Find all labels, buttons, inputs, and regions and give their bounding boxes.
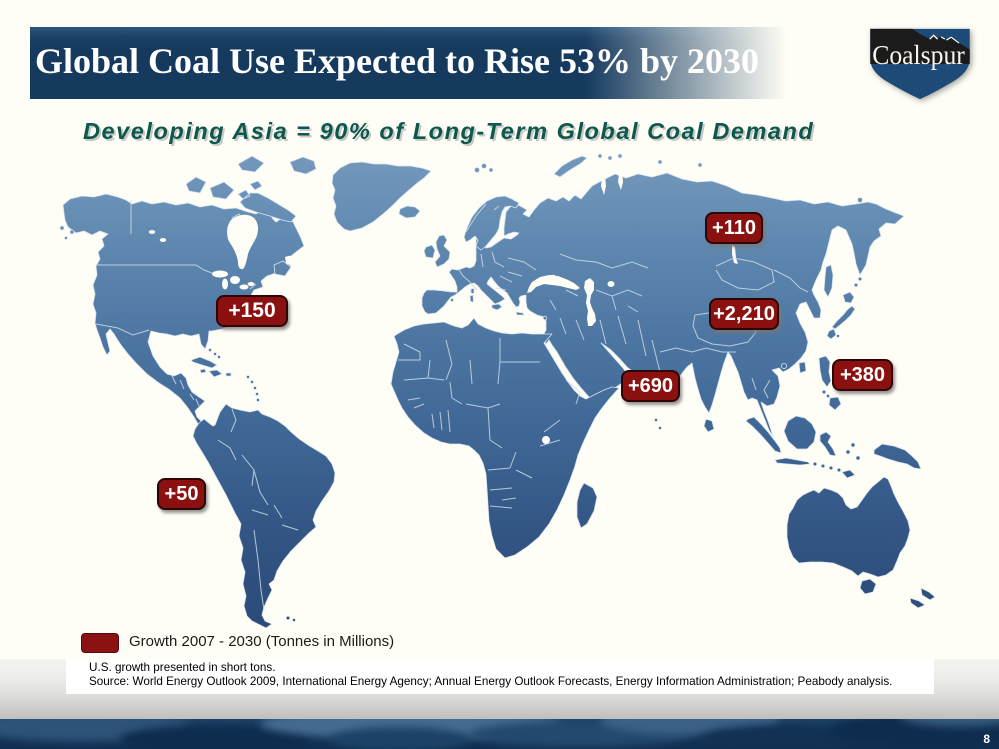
svg-text:Coalspur: Coalspur [872,40,965,71]
